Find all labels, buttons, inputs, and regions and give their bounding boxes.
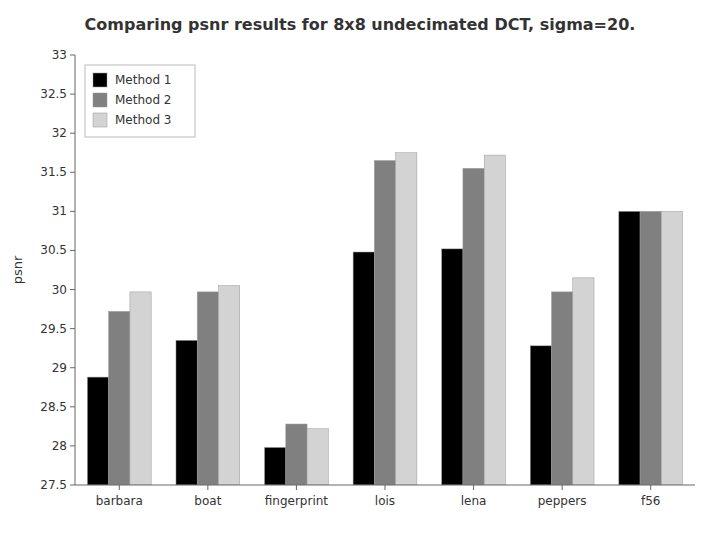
- x-tick-label: peppers: [538, 494, 587, 508]
- y-tick-label: 30.5: [40, 243, 67, 257]
- x-tick-label: boat: [194, 494, 221, 508]
- bar: Method 3, fingerprint: 28.22: [307, 429, 328, 485]
- x-tick: [650, 485, 651, 490]
- bar: Method 3, peppers: 30.15: [573, 278, 594, 485]
- bar: Method 3, lois: 31.75: [396, 153, 417, 485]
- bar: Method 2, lois: 31.65: [374, 161, 395, 485]
- bar: Method 1, f56: 31: [619, 211, 640, 485]
- title: Comparing psnr results for 8x8 undecimat…: [85, 15, 636, 34]
- bar: Method 2, fingerprint: 28.28: [286, 424, 307, 485]
- y-tick-label: 31.5: [40, 165, 67, 179]
- legend-label: Method 3: [115, 113, 171, 127]
- y-tick: [70, 94, 75, 95]
- x-tick: [473, 485, 474, 490]
- y-tick: [70, 406, 75, 407]
- bar: Method 3, boat: 30.05: [218, 286, 239, 485]
- y-tick: [70, 250, 75, 251]
- x-tick: [385, 485, 386, 490]
- x-tick-label: lena: [461, 494, 487, 508]
- bar: Method 2, f56: 31: [640, 211, 661, 485]
- legend: Method 1 Method 2 Method 3: [85, 65, 195, 137]
- x-tick: [119, 485, 120, 490]
- y-tick: [70, 485, 75, 486]
- y-tick: [70, 55, 75, 56]
- y-axis: 27.5 28 28.5 29 29.5 30 30.5 31 31.5 32 32.5 33: [40, 48, 75, 492]
- chart: Comparing psnr results for 8x8 undecimat…: [0, 0, 720, 540]
- bar: Method 3, f56: 31: [661, 211, 682, 485]
- bars: Method 1, barbara: 28.88 Method 1, boat: …: [87, 153, 682, 485]
- y-axis-line: [75, 55, 76, 485]
- legend-swatch: [93, 73, 107, 87]
- x-tick-label: barbara: [96, 494, 143, 508]
- bar: Method 3, lena: 31.72: [484, 155, 505, 485]
- bar: Method 2, barbara: 29.72: [109, 311, 130, 485]
- bar: Method 3, barbara: 29.97: [130, 292, 151, 485]
- x-tick-label: f56: [641, 494, 661, 508]
- y-tick-label: 31: [52, 204, 67, 218]
- y-tick-label: 29: [52, 361, 67, 375]
- bar: Method 1, lois: 30.48: [353, 252, 374, 485]
- bar: Method 1, barbara: 28.88: [87, 377, 108, 485]
- y-tick-label: 30: [52, 283, 67, 297]
- bar: Method 1, peppers: 29.28: [530, 346, 551, 485]
- y-axis-label: psnr: [10, 255, 25, 284]
- y-tick: [70, 133, 75, 134]
- y-tick-label: 33: [52, 48, 67, 62]
- bar: Method 2, lena: 31.55: [463, 168, 484, 485]
- x-tick: [562, 485, 563, 490]
- bar: Method 1, boat: 29.35: [176, 340, 197, 485]
- bar: Method 2, boat: 29.97: [197, 292, 218, 485]
- y-tick: [70, 445, 75, 446]
- y-tick-label: 32.5: [40, 87, 67, 101]
- y-tick: [70, 328, 75, 329]
- x-tick-label: lois: [375, 494, 395, 508]
- legend-swatch: [93, 113, 107, 127]
- bar: Method 1, lena: 30.52: [442, 249, 463, 485]
- y-tick: [70, 211, 75, 212]
- bar: Method 2, peppers: 29.97: [552, 292, 573, 485]
- x-tick: [296, 485, 297, 490]
- y-tick-label: 27.5: [40, 478, 67, 492]
- bar: Method 1, fingerprint: 27.98: [265, 447, 286, 485]
- x-tick-label: fingerprint: [265, 494, 329, 508]
- y-tick-label: 28: [52, 439, 67, 453]
- y-tick: [70, 172, 75, 173]
- y-tick-label: 28.5: [40, 400, 67, 414]
- legend-label: Method 1: [115, 73, 171, 87]
- y-tick-label: 32: [52, 126, 67, 140]
- x-axis: barbara boat fingerprint lois lena peppers f56: [96, 485, 661, 508]
- x-tick: [207, 485, 208, 490]
- y-tick: [70, 367, 75, 368]
- legend-swatch: [93, 93, 107, 107]
- legend-label: Method 2: [115, 93, 171, 107]
- legend-box: [85, 65, 195, 137]
- y-tick-label: 29.5: [40, 322, 67, 336]
- y-tick: [70, 289, 75, 290]
